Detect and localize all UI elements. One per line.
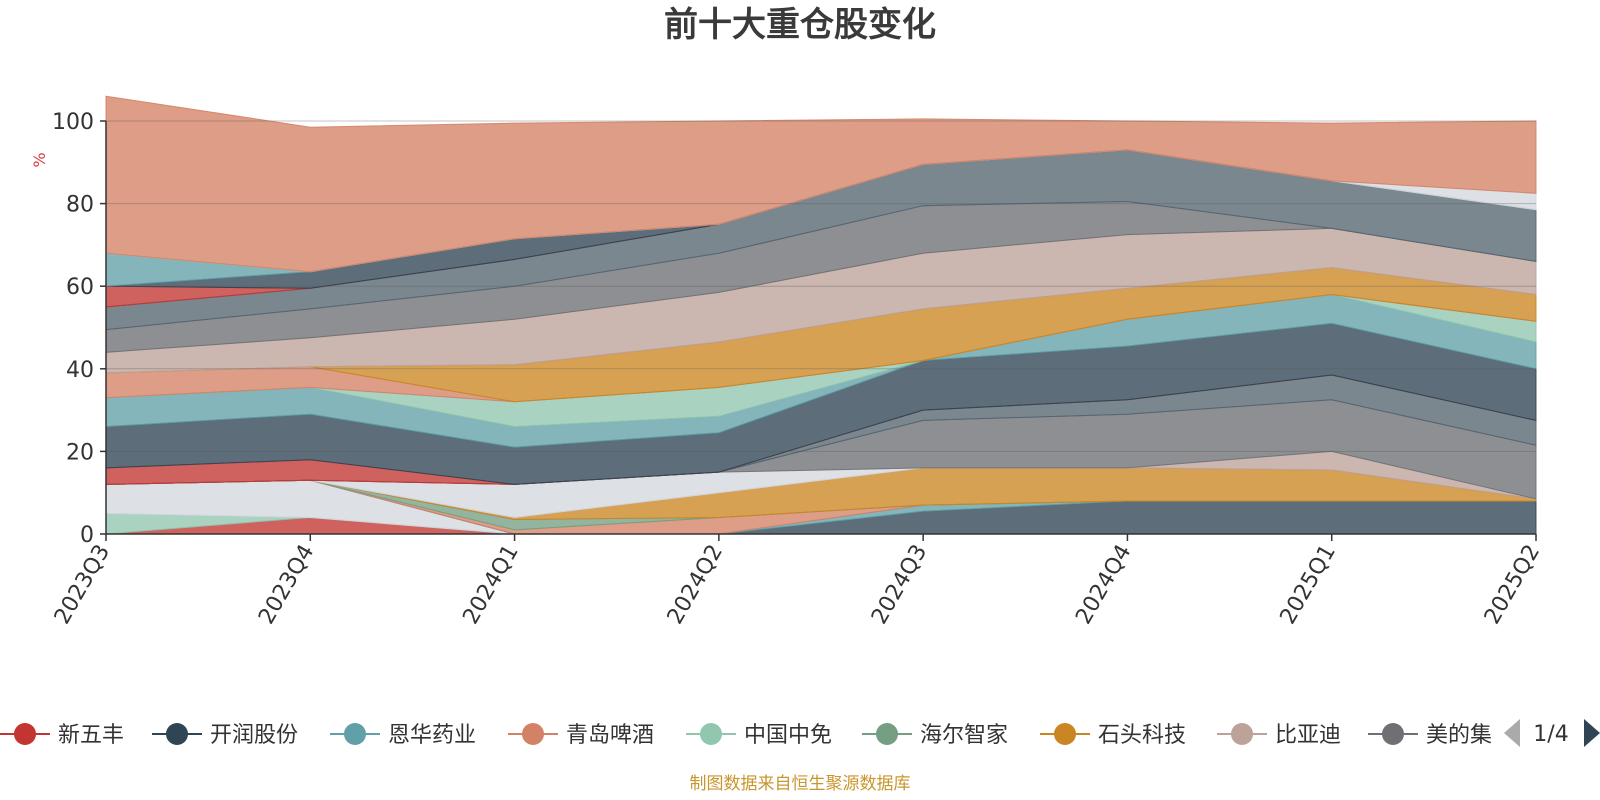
y-tick-label: 0 [80, 523, 94, 548]
y-tick-label: 40 [66, 358, 94, 383]
y-axis-unit-label: % [30, 152, 49, 167]
areas-layer [105, 95, 1537, 535]
legend-marker-icon [344, 723, 366, 745]
legend-label: 比亚迪 [1275, 723, 1341, 748]
legend-label: 美的集 [1426, 723, 1492, 748]
legend-prev-page-icon[interactable] [1504, 719, 1520, 747]
y-tick-label: 60 [66, 275, 94, 300]
y-tick-label: 100 [52, 110, 94, 135]
legend-marker-icon [876, 723, 898, 745]
x-tick-label: 2024Q1 [458, 541, 523, 629]
x-tick-label: 2023Q3 [50, 541, 115, 629]
x-tick-label: 2024Q4 [1071, 541, 1136, 629]
legend-label: 开润股份 [210, 723, 298, 748]
legend-item-2[interactable]: 恩华药业 [330, 723, 476, 748]
legend-marker-icon [166, 723, 188, 745]
area-series-26 [105, 95, 1537, 273]
legend-next-page-icon[interactable] [1584, 719, 1600, 747]
legend-item-6[interactable]: 石头科技 [1040, 723, 1186, 748]
legend-marker-icon [1382, 723, 1404, 745]
grid-layer [106, 120, 1536, 452]
x-tick-label: 2024Q3 [867, 541, 932, 629]
legend-label: 石头科技 [1098, 723, 1186, 748]
legend-item-3[interactable]: 青岛啤酒 [508, 723, 654, 748]
y-tick-label: 20 [66, 440, 94, 465]
x-tick-label: 2024Q2 [663, 541, 728, 629]
legend-marker-icon [1231, 723, 1253, 745]
legend-item-7[interactable]: 比亚迪 [1217, 723, 1341, 748]
x-tick-label: 2025Q2 [1480, 541, 1545, 629]
legend-item-4[interactable]: 中国中免 [686, 723, 832, 748]
legend-item-5[interactable]: 海尔智家 [862, 723, 1008, 748]
legend-label: 青岛啤酒 [566, 723, 654, 748]
legend-label: 海尔智家 [920, 723, 1008, 748]
x-tick-label: 2023Q4 [254, 541, 319, 629]
legend-marker-icon [522, 723, 544, 745]
legend-marker-icon [1054, 723, 1076, 745]
legend: 新五丰 开润股份 恩华药业 青岛啤酒 中国中免 海尔智家 石头科技 比亚迪 美的集 1/4 [0, 719, 1600, 748]
legend-marker-icon [700, 723, 722, 745]
legend-label: 恩华药业 [388, 723, 476, 748]
legend-item-0[interactable]: 新五丰 [0, 723, 124, 748]
legend-label: 中国中免 [744, 723, 832, 748]
legend-item-8[interactable]: 美的集 [1368, 723, 1492, 748]
legend-page-indicator: 1/4 [1533, 722, 1568, 747]
source-note: 制图数据来自恒生聚源数据库 [690, 774, 911, 794]
legend-item-1[interactable]: 开润股份 [152, 723, 298, 748]
legend-marker-icon [14, 723, 36, 745]
chart-title: 前十大重仓股变化 [664, 5, 936, 45]
legend-label: 新五丰 [58, 723, 124, 748]
x-tick-label: 2025Q1 [1276, 541, 1341, 629]
y-tick-label: 80 [66, 193, 94, 218]
